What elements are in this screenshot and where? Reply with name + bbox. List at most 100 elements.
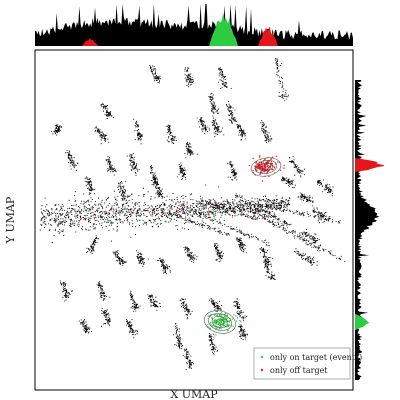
data-point [231,205,233,207]
data-point [71,161,73,163]
data-point [211,346,213,348]
data-point [261,123,263,125]
data-point [66,295,68,297]
data-point [201,128,203,130]
data-point [236,179,238,181]
data-point [292,179,294,181]
data-point [186,205,189,207]
data-point [310,262,312,264]
data-point [281,224,283,226]
data-point [128,205,130,207]
data-point [157,207,159,210]
data-point [158,216,160,218]
data-point [221,74,223,76]
data-point [109,113,112,116]
data-point [102,104,105,106]
data-point [126,216,129,218]
data-point [213,349,215,351]
data-point [179,208,181,210]
data-point [239,315,241,317]
data-point [177,209,179,211]
data-point [300,192,302,194]
data-point [261,248,263,250]
data-point [104,212,106,214]
data-point [140,143,142,145]
data-point [146,209,148,212]
data-point [268,138,270,140]
data-point [243,328,245,331]
data-point [188,76,190,78]
data-point [153,181,156,183]
data-point [58,223,60,225]
data-point [82,321,84,323]
data-point [174,137,176,139]
data-point [173,218,176,220]
data-point [191,258,193,261]
data-point [242,207,244,210]
data-point [124,206,126,208]
data-point [309,256,311,258]
data-point [53,211,55,213]
data-point [285,95,287,97]
off-target-point [161,213,164,216]
data-point [84,325,86,327]
data-point [125,260,127,262]
data-point [253,214,255,216]
data-point [66,211,68,213]
data-point [213,124,215,126]
data-point [186,75,188,77]
data-point [100,210,102,212]
data-point [240,313,242,315]
data-point [105,219,107,221]
data-point [180,162,182,164]
data-point [150,69,153,71]
data-point [247,211,249,213]
data-point [152,166,154,169]
data-point [262,204,264,206]
data-point [139,262,141,264]
data-point [220,130,222,132]
data-point [184,213,186,215]
data-point [85,326,87,328]
data-point [238,207,240,209]
data-point [250,200,252,202]
data-point [291,181,293,183]
data-point [99,281,101,283]
data-point [218,130,220,132]
data-point [111,207,113,209]
data-point [188,81,190,83]
data-point [186,313,188,315]
data-point [108,163,110,165]
data-point [80,319,82,321]
data-point [243,130,245,133]
data-point [178,340,180,342]
data-point [166,207,168,209]
data-point [154,178,156,181]
data-point [111,171,113,173]
data-point [150,299,152,301]
data-point [59,209,61,211]
data-point [188,74,190,76]
data-point [71,291,73,293]
data-point [186,317,188,319]
data-point [212,101,214,103]
data-point [103,295,105,297]
data-point [322,179,325,181]
data-point [226,199,228,201]
on-target-point [165,221,167,223]
data-point [233,203,235,205]
data-point [217,131,219,133]
data-point [137,130,139,132]
data-point [235,206,237,208]
data-point [236,302,238,305]
data-point [280,205,282,207]
data-point [289,198,291,200]
data-point [201,123,203,126]
data-point [237,124,240,126]
data-point [265,251,267,253]
data-point [178,343,180,345]
data-point [188,145,190,147]
data-point [192,199,194,201]
data-point [239,326,241,329]
data-point [284,100,286,102]
